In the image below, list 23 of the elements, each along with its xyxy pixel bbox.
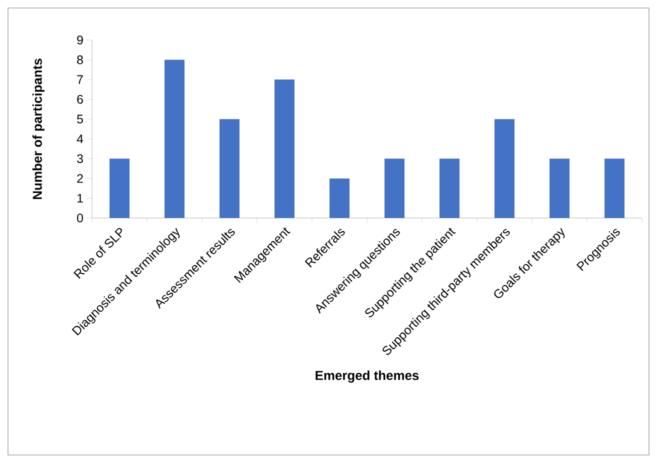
bar bbox=[164, 60, 185, 218]
y-tick-label: 1 bbox=[78, 194, 83, 203]
bar bbox=[384, 158, 405, 218]
bar bbox=[494, 119, 515, 218]
bar bbox=[220, 119, 240, 218]
bar bbox=[274, 80, 295, 218]
y-tick-label: 4 bbox=[76, 134, 84, 144]
x-tick-label: Role of SLP bbox=[74, 228, 122, 279]
y-tick-label: 7 bbox=[77, 75, 83, 84]
y-tick-label: 0 bbox=[77, 214, 83, 222]
bar bbox=[110, 158, 130, 218]
y-tick-label: 9 bbox=[77, 36, 83, 44]
bar bbox=[550, 158, 570, 218]
y-tick-label: 8 bbox=[77, 55, 83, 64]
y-tick-label: 6 bbox=[77, 94, 83, 104]
y-tick-label: 2 bbox=[77, 174, 83, 183]
bar bbox=[604, 158, 625, 218]
y-tick-label: 5 bbox=[77, 114, 83, 124]
y-axis-title: Number of participants bbox=[32, 58, 44, 200]
y-tick-label: 3 bbox=[77, 154, 83, 164]
bar bbox=[440, 158, 460, 218]
bar bbox=[330, 178, 350, 218]
x-axis-title: Emerged themes bbox=[316, 370, 419, 383]
